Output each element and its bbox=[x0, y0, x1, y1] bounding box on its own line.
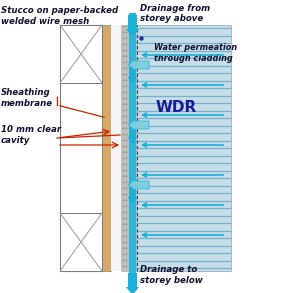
Bar bbox=[60, 25, 102, 271]
Text: Water permeation
through cladding: Water permeation through cladding bbox=[154, 43, 237, 63]
Bar bbox=[136, 25, 231, 271]
FancyArrow shape bbox=[128, 127, 137, 144]
Bar bbox=[121, 25, 129, 271]
Text: Stucco on paper-backed
welded wire mesh: Stucco on paper-backed welded wire mesh bbox=[1, 6, 118, 26]
Bar bbox=[60, 25, 102, 83]
Text: Drainage from
storey above: Drainage from storey above bbox=[140, 4, 210, 23]
Text: Drainage to
storey below: Drainage to storey below bbox=[140, 265, 203, 285]
FancyArrow shape bbox=[126, 273, 139, 293]
Bar bbox=[129, 13, 136, 279]
FancyArrow shape bbox=[128, 187, 137, 204]
Bar bbox=[60, 213, 102, 271]
FancyArrow shape bbox=[128, 67, 137, 84]
Text: WDR: WDR bbox=[156, 100, 197, 115]
FancyArrow shape bbox=[126, 15, 139, 37]
FancyArrow shape bbox=[128, 120, 149, 130]
Text: Sheathing
membrane: Sheathing membrane bbox=[1, 88, 53, 108]
FancyArrow shape bbox=[128, 180, 149, 190]
FancyArrow shape bbox=[128, 59, 149, 71]
Text: 10 mm clear
cavity: 10 mm clear cavity bbox=[1, 125, 61, 145]
Bar bbox=[102, 25, 111, 271]
Bar bbox=[111, 25, 121, 271]
